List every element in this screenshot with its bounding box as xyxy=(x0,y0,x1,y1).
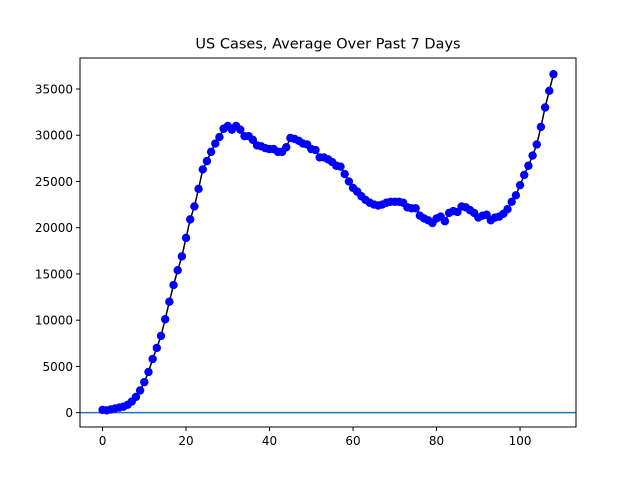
data-point xyxy=(177,252,187,261)
data-point xyxy=(156,331,166,341)
data-point xyxy=(173,266,182,275)
axes-frame xyxy=(79,57,577,428)
plot-area xyxy=(80,69,576,415)
data-point xyxy=(194,184,203,194)
y-tick-label: 5000 xyxy=(42,360,73,374)
data-point xyxy=(181,233,191,243)
data-point xyxy=(511,191,521,200)
x-tick-label: 80 xyxy=(429,434,444,448)
data-point xyxy=(528,151,537,160)
data-point xyxy=(131,392,141,402)
data-point xyxy=(160,315,170,324)
data-point xyxy=(515,180,525,190)
data-point xyxy=(344,177,354,186)
y-tick-label: 0 xyxy=(65,406,73,420)
y-tick-label: 15000 xyxy=(35,267,73,281)
data-point xyxy=(169,280,178,290)
y-tick-label: 25000 xyxy=(35,175,73,189)
data-point xyxy=(340,169,349,179)
data-point xyxy=(532,140,541,149)
x-tick-label: 40 xyxy=(262,434,277,448)
data-point xyxy=(507,197,516,207)
data-point xyxy=(186,215,195,224)
data-point xyxy=(549,69,558,79)
y-tick-label: 20000 xyxy=(35,221,73,235)
data-point xyxy=(524,161,533,170)
data-point xyxy=(336,162,345,171)
x-tick-label: 100 xyxy=(509,434,532,448)
data-point xyxy=(520,170,529,180)
x-tick-label: 20 xyxy=(178,434,193,448)
x-tick-label: 0 xyxy=(99,434,107,448)
data-point xyxy=(140,377,149,387)
y-tick-label: 35000 xyxy=(35,82,73,96)
data-point xyxy=(190,202,199,211)
data-point xyxy=(206,147,216,157)
data-point xyxy=(411,204,420,213)
data-point xyxy=(503,205,512,214)
y-tick-label: 10000 xyxy=(35,314,73,328)
data-point xyxy=(536,122,546,132)
data-point xyxy=(282,143,291,152)
data-point xyxy=(236,125,245,134)
data-point xyxy=(152,343,162,353)
data-point xyxy=(135,386,145,395)
data-point xyxy=(540,103,550,112)
data-point xyxy=(202,156,212,166)
y-axis: 0 5000 10000 15000 20000 25000 30000 35000 xyxy=(35,82,80,420)
data-point xyxy=(148,354,157,364)
x-axis: 0 20 40 60 80 100 xyxy=(99,427,532,448)
data-point xyxy=(144,367,153,377)
data-point xyxy=(311,145,320,155)
data-point xyxy=(545,86,554,96)
data-point xyxy=(198,165,207,174)
chart-title: US Cases, Average Over Past 7 Days xyxy=(195,37,460,53)
data-point xyxy=(211,139,220,148)
data-point xyxy=(165,297,174,306)
x-tick-label: 60 xyxy=(345,434,360,448)
data-point xyxy=(440,217,450,226)
y-tick-label: 30000 xyxy=(35,129,73,143)
data-point xyxy=(215,132,224,142)
